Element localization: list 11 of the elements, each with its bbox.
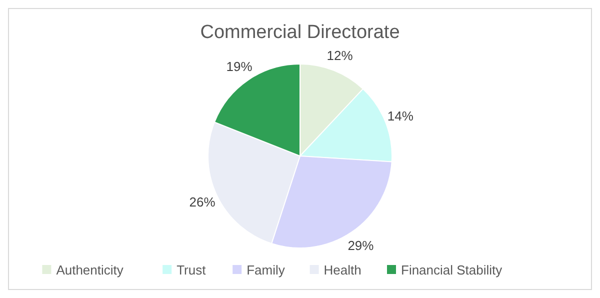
data-label: 26% <box>189 194 216 210</box>
legend-label: Health <box>324 262 362 278</box>
legend-label: Family <box>246 262 286 278</box>
chart-title: Commercial Directorate <box>200 22 400 43</box>
legend-label: Trust <box>176 262 206 278</box>
data-label: 12% <box>326 48 354 64</box>
legend-label: Authenticity <box>56 262 124 278</box>
legend-label: Financial Stability <box>401 262 503 278</box>
data-label: 14% <box>387 108 414 124</box>
data-label: 29% <box>348 238 374 253</box>
data-label: 19% <box>226 59 253 74</box>
